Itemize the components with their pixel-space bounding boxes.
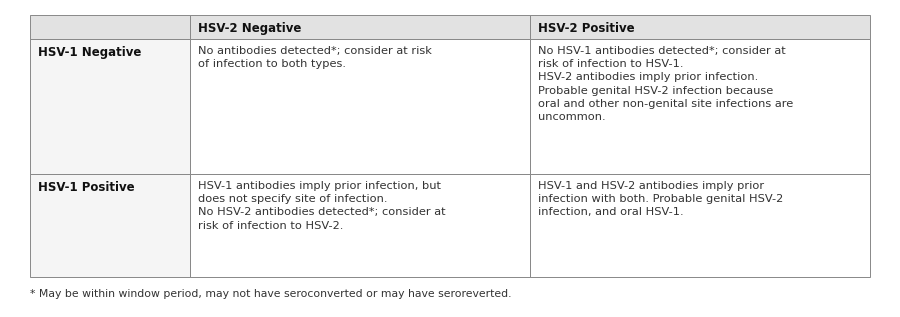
Bar bbox=[190, 39, 530, 174]
Text: No HSV-1 antibodies detected*; consider at
risk of infection to HSV-1.
HSV-2 ant: No HSV-1 antibodies detected*; consider … bbox=[538, 46, 793, 122]
Bar bbox=[530, 174, 870, 277]
Text: HSV-2 Positive: HSV-2 Positive bbox=[538, 22, 634, 35]
Text: HSV-1 Negative: HSV-1 Negative bbox=[38, 46, 141, 59]
Bar bbox=[530, 15, 870, 39]
Text: HSV-2 Negative: HSV-2 Negative bbox=[198, 22, 302, 35]
Bar bbox=[30, 39, 190, 174]
Bar bbox=[30, 174, 190, 277]
Text: HSV-1 Positive: HSV-1 Positive bbox=[38, 181, 135, 194]
Bar bbox=[190, 174, 530, 277]
Text: No antibodies detected*; consider at risk
of infection to both types.: No antibodies detected*; consider at ris… bbox=[198, 46, 432, 69]
Text: HSV-1 and HSV-2 antibodies imply prior
infection with both. Probable genital HSV: HSV-1 and HSV-2 antibodies imply prior i… bbox=[538, 181, 783, 217]
Bar bbox=[530, 39, 870, 174]
Bar bbox=[30, 15, 190, 39]
Text: HSV-1 antibodies imply prior infection, but
does not specify site of infection.
: HSV-1 antibodies imply prior infection, … bbox=[198, 181, 446, 230]
Text: * May be within window period, may not have seroconverted or may have serorevert: * May be within window period, may not h… bbox=[30, 289, 511, 299]
Bar bbox=[190, 15, 530, 39]
